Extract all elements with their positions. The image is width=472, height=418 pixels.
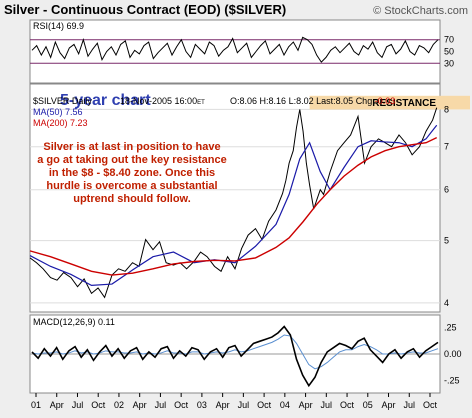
macd-series bbox=[31, 325, 439, 388]
x-label-2: Jul bbox=[72, 400, 84, 410]
macd-label-value: 0.11 bbox=[98, 317, 115, 327]
price-tick-6: 6 bbox=[444, 185, 449, 195]
x-axis: 01 Apr Jul Oct 02 Apr Jul Oct 03 Apr Jul Oct 04 Apr Ju… bbox=[31, 393, 438, 410]
x-label-11: Oct bbox=[257, 400, 272, 410]
x-label-7: Oct bbox=[174, 400, 189, 410]
info-change-value: -0.03 bbox=[375, 96, 396, 106]
info-time-zone: ET bbox=[197, 100, 205, 106]
x-label-1: Apr bbox=[50, 400, 64, 410]
macd-label-text: MACD(12,26,9) bbox=[33, 317, 96, 327]
macd-tick-1: 0.00 bbox=[444, 349, 462, 359]
price-tick-8: 8 bbox=[444, 104, 449, 114]
macd-axis: -.25 0.00 .25 bbox=[444, 323, 462, 386]
ma200-line bbox=[29, 137, 438, 276]
info-date-value: 18-Nov-2005 bbox=[120, 96, 172, 106]
x-label-0: 01 bbox=[31, 400, 41, 410]
x-label-19: Oct bbox=[423, 400, 438, 410]
resistance-label: RESISTANCE bbox=[372, 98, 436, 109]
info-last: Last:8.05 bbox=[316, 96, 353, 106]
x-label-14: Jul bbox=[321, 400, 333, 410]
chart-title: Silver - Continuous Contract (EOD) ($SIL… bbox=[4, 2, 286, 17]
price-series-group bbox=[29, 107, 438, 299]
resistance-zone bbox=[309, 95, 470, 110]
x-label-3: Oct bbox=[91, 400, 106, 410]
legend-ma200: MA(200) 7.23 bbox=[33, 118, 88, 128]
info-time: 16:00 bbox=[175, 96, 198, 106]
price-tick-7: 7 bbox=[444, 142, 449, 152]
macd-label: MACD(12,26,9) 0.11 bbox=[33, 317, 115, 327]
x-label-18: Jul bbox=[404, 400, 416, 410]
rsi-panel bbox=[29, 19, 441, 84]
macd-tick-2: .25 bbox=[444, 323, 457, 333]
legend-ma50: MA(50) 7.56 bbox=[33, 107, 83, 117]
annotation-line-5: uptrend should follow. bbox=[73, 193, 191, 205]
legend-silver: $SILVER Daily bbox=[33, 96, 92, 106]
x-label-10: Jul bbox=[238, 400, 250, 410]
info-ohlc: O:8.06 H:8.16 L:8.02 Last:8.05 Chg:-0.03 bbox=[230, 96, 395, 106]
ma50-line bbox=[29, 124, 438, 286]
x-label-16: 05 bbox=[363, 400, 373, 410]
x-label-9: Apr bbox=[216, 400, 230, 410]
annotation-line-3: in the $8 - $8.40 zone. Once this bbox=[49, 167, 215, 179]
x-label-17: Apr bbox=[382, 400, 396, 410]
x-label-12: 04 bbox=[280, 400, 290, 410]
rsi-tick-30: 30 bbox=[444, 58, 454, 68]
price-tick-4: 4 bbox=[444, 298, 449, 308]
info-high: H:8.16 bbox=[260, 96, 287, 106]
x-label-4: 02 bbox=[114, 400, 124, 410]
price-panel bbox=[29, 83, 441, 313]
rsi-tick-50: 50 bbox=[444, 47, 454, 57]
info-low: L:8.02 bbox=[289, 96, 314, 106]
annotation-line-4: hurdle is overcome a substantial bbox=[46, 180, 217, 192]
info-date: 18-Nov-2005 16:00ET bbox=[120, 96, 205, 106]
rsi-series bbox=[31, 36, 439, 63]
info-open: O:8.06 bbox=[230, 96, 257, 106]
annotation: Silver is at last in position to have a … bbox=[37, 141, 227, 205]
x-label-15: Oct bbox=[340, 400, 355, 410]
price-axis: 4 5 6 7 8 bbox=[444, 104, 449, 308]
annotation-line-1: Silver is at last in position to have bbox=[43, 141, 220, 153]
rsi-tick-70: 70 bbox=[444, 35, 454, 45]
x-label-8: 03 bbox=[197, 400, 207, 410]
annotation-line-2: a go at taking out the key resistance bbox=[37, 154, 227, 166]
macd-line bbox=[31, 325, 439, 388]
macd-tick-0: -.25 bbox=[444, 375, 460, 385]
chart-subtitle: 5-year chart bbox=[60, 92, 151, 109]
silver-price-line bbox=[29, 107, 438, 299]
x-label-13: Apr bbox=[299, 400, 313, 410]
x-label-6: Jul bbox=[155, 400, 167, 410]
price-tick-5: 5 bbox=[444, 236, 449, 246]
rsi-reference-lines bbox=[30, 39, 440, 64]
rsi-label: RSI(14) 69.9 bbox=[33, 21, 84, 31]
x-label-5: Apr bbox=[133, 400, 147, 410]
info-change: Chg: bbox=[356, 96, 375, 106]
copyright-text: © StockCharts.com bbox=[373, 5, 468, 17]
rsi-line bbox=[31, 36, 439, 63]
